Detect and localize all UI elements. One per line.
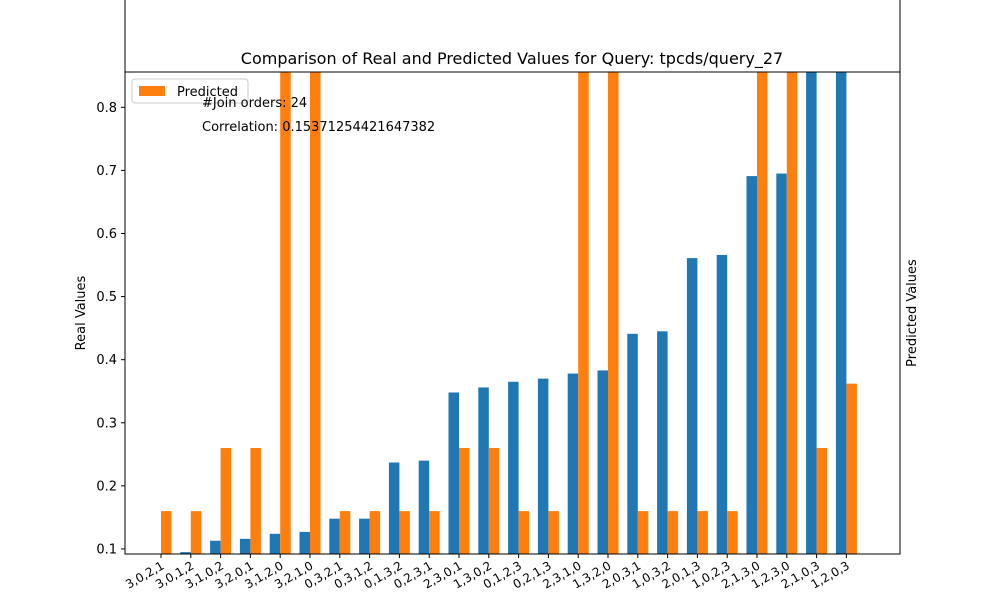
annotation-join-orders: #Join orders: 24 [202,96,307,111]
predicted-bar-11 [488,448,500,554]
predicted-bar-4 [280,72,291,554]
predicted-bar-20 [757,72,768,554]
y-axis-label: Real Values [74,275,89,350]
y-tick-label: 0.4 [96,353,117,368]
real-bar-3 [239,538,251,554]
real-bar-14 [567,373,579,554]
real-bar-10 [448,392,459,554]
legend-swatch [139,86,165,96]
predicted-bar-15 [608,72,619,554]
predicted-bar-18 [697,511,708,554]
predicted-bar-22 [816,448,828,554]
predicted-bar-13 [548,511,559,554]
predicted-bar-12 [518,511,530,554]
y-tick-label: 0.5 [96,290,117,305]
predicted-bar-8 [399,511,410,554]
real-bar-5 [299,531,310,554]
y-tick-label: 0.2 [96,479,117,494]
real-bar-21 [776,173,787,554]
predicted-bar-9 [429,511,440,554]
real-bar-4 [269,533,281,554]
real-bar-19 [716,254,728,554]
y-axis-ticks: 0.1 0.2 0.3 0.4 0.5 0.6 0.7 0.8 [96,101,125,557]
predicted-bar-5 [310,72,321,554]
real-bar-12 [508,381,519,554]
predicted-bar-3 [250,448,261,554]
legend-label: Predicted [177,85,238,100]
y-axis-label-right: Predicted Values [905,259,920,367]
chart-title: Comparison of Real and Predicted Values … [241,49,783,69]
predicted-bar-21 [786,72,798,554]
y-tick-label: 0.8 [96,101,117,116]
y-tick-label: 0.7 [96,164,117,179]
real-bar-15 [597,370,608,554]
real-bar-13 [537,378,549,554]
predicted-bar-6 [339,511,351,554]
predicted-bar-0 [161,511,172,554]
real-bar-6 [329,518,340,554]
legend-box [131,78,249,104]
predicted-bar-16 [637,511,649,554]
real-bar-20 [746,176,757,554]
y-tick-label: 0.3 [96,416,117,431]
real-bar-16 [627,333,638,554]
predicted-bar-17 [667,511,679,554]
predicted-bar-14 [578,72,589,554]
predicted-bar-2 [220,448,232,554]
real-bar-7 [359,518,370,554]
real-bar-22 [806,72,817,554]
bars [161,72,857,554]
real-bar-11 [478,387,489,554]
predicted-bar-10 [459,448,470,554]
y-tick-label: 0.6 [96,227,117,242]
annotation-correlation: Correlation: 0.15371254421647382 [202,120,435,135]
real-bar-9 [418,460,430,554]
predicted-bar-19 [727,511,738,554]
y-tick-label: 0.1 [96,542,117,557]
real-bar-17 [657,331,668,554]
plot-frame [124,71,901,555]
real-bar-1 [180,552,191,554]
predicted-bar-7 [369,511,381,554]
x-axis-ticks: 3,0,2,13,0,1,23,1,0,23,2,0,13,1,2,03,2,1… [123,554,852,592]
predicted-bar-1 [190,511,202,554]
predicted-bar-23 [846,383,857,554]
legend: Predicted [131,78,249,104]
real-bar-2 [210,540,221,554]
real-bar-8 [388,462,400,554]
real-bar-18 [686,258,698,554]
real-bar-23 [835,72,847,554]
